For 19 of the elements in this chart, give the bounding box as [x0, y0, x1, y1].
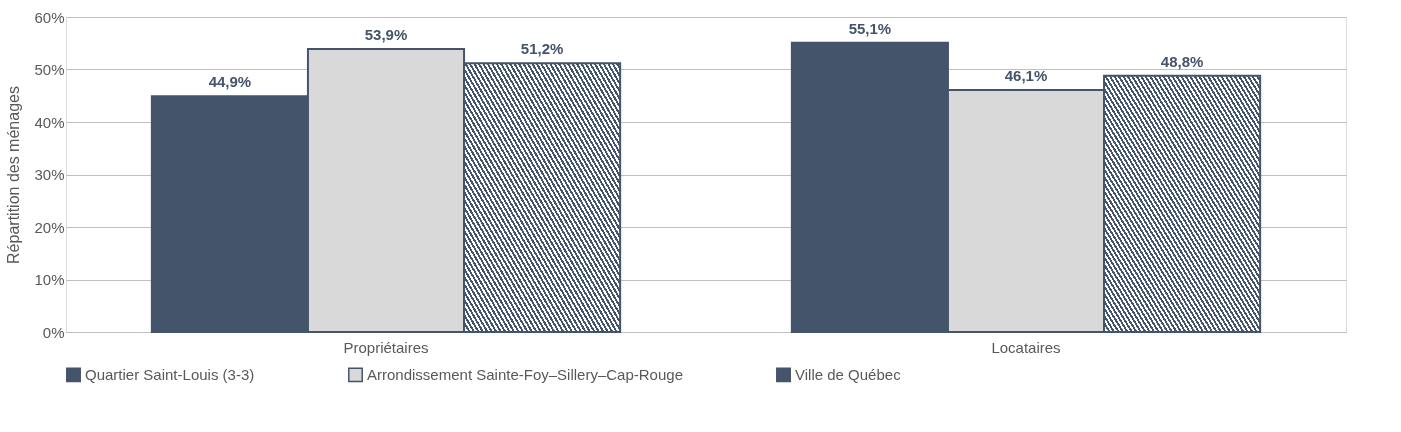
y-tick-label: 20%	[34, 218, 65, 236]
x-tick-label: Propriétaires	[343, 338, 429, 356]
x-tick-label: Locataires	[991, 338, 1061, 356]
data-label: 44,9%	[208, 73, 252, 91]
y-tick-label: 0%	[42, 323, 65, 341]
data-label: 55,1%	[848, 19, 892, 37]
legend-label: Quartier Saint-Louis (3-3)	[85, 365, 255, 383]
legend-label: Arrondissement Sainte-Foy–Sillery–Cap-Rouge	[367, 365, 683, 383]
y-tick-label: 40%	[34, 113, 65, 131]
y-tick-label: 10%	[34, 271, 65, 288]
y-tick-label: 50%	[34, 61, 65, 78]
legend-label: Ville de Québec	[795, 365, 902, 383]
y-axis-title: Répartition des ménages	[5, 86, 23, 264]
y-tick-label: 60%	[34, 8, 65, 26]
data-label: 53,9%	[364, 26, 408, 44]
data-label: 48,8%	[1160, 52, 1204, 70]
data-label: 46,1%	[1004, 66, 1048, 84]
data-label: 51,2%	[520, 40, 564, 58]
y-tick-label: 30%	[34, 166, 65, 183]
